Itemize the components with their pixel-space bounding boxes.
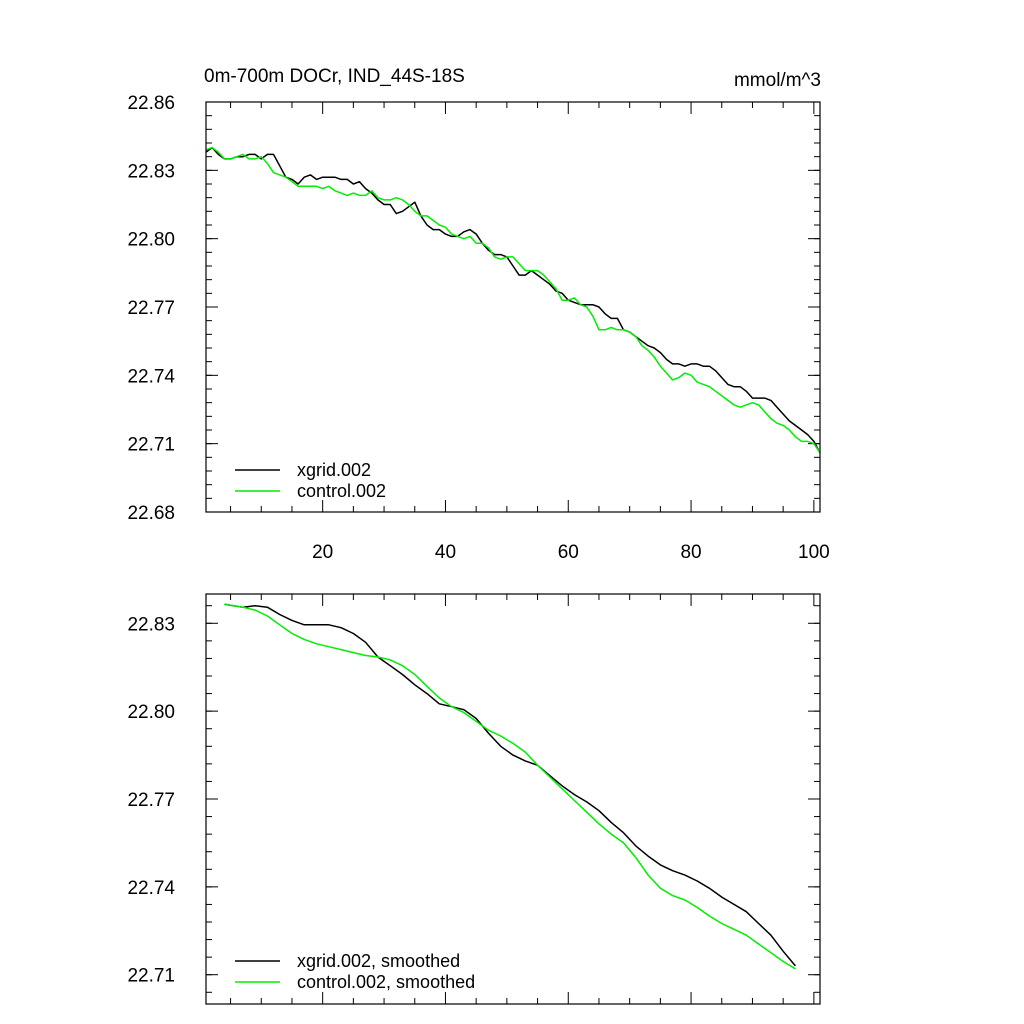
bottom-legend-label-control: control.002, smoothed <box>297 972 475 992</box>
top-chart-units: mmol/m^3 <box>734 70 821 91</box>
top-series-xgrid-line <box>205 146 821 454</box>
top-xtick-label: 80 <box>680 542 701 563</box>
bottom-chart-ticks: 22.71 22.74 22.77 22.80 22.83 <box>127 594 820 1004</box>
top-chart-frame <box>205 101 821 513</box>
top-chart-ticks: 22.68 22.71 22.74 22.77 22.80 22.83 22.86 20 40 6… <box>127 93 829 563</box>
bottom-chart-legend: xgrid.002, smoothed control.002, smoothe… <box>235 951 475 992</box>
bottom-legend-label-xgrid: xgrid.002, smoothed <box>297 951 460 971</box>
top-xtick-label: 60 <box>558 542 579 563</box>
top-ytick-label: 22.83 <box>127 161 175 182</box>
bottom-series-xgrid-line <box>224 603 796 967</box>
bottom-ytick-label: 22.83 <box>127 614 175 635</box>
top-legend-label-xgrid: xgrid.002 <box>297 460 371 480</box>
top-ytick-label: 22.68 <box>127 503 175 524</box>
bottom-ytick-label: 22.74 <box>127 878 175 899</box>
bottom-chart: 22.71 22.74 22.77 22.80 22.83 xgrid.002, smo… <box>127 593 821 1005</box>
top-chart-title: 0m-700m DOCr, IND_44S-18S <box>204 66 465 87</box>
top-legend-label-control: control.002 <box>297 481 386 501</box>
bottom-chart-frame <box>205 593 821 1005</box>
top-xtick-label: 40 <box>435 542 456 563</box>
top-ytick-label: 22.86 <box>127 93 175 114</box>
bottom-ytick-label: 22.71 <box>127 966 175 987</box>
top-chart-series <box>205 146 821 454</box>
top-xtick-label: 20 <box>312 542 333 563</box>
top-ytick-label: 22.74 <box>127 366 175 387</box>
bottom-ytick-label: 22.77 <box>127 790 175 811</box>
top-ytick-label: 22.80 <box>127 230 175 251</box>
bottom-ytick-label: 22.80 <box>127 702 175 723</box>
top-chart: 0m-700m DOCr, IND_44S-18S mmol/m^3 22.68… <box>127 66 829 563</box>
bottom-chart-series <box>224 603 796 970</box>
top-ytick-label: 22.77 <box>127 298 175 319</box>
top-chart-legend: xgrid.002 control.002 <box>235 460 386 501</box>
top-ytick-label: 22.71 <box>127 435 175 456</box>
bottom-series-control-line <box>224 603 796 970</box>
top-xtick-label: 100 <box>798 542 830 563</box>
top-series-control-line <box>205 146 821 454</box>
